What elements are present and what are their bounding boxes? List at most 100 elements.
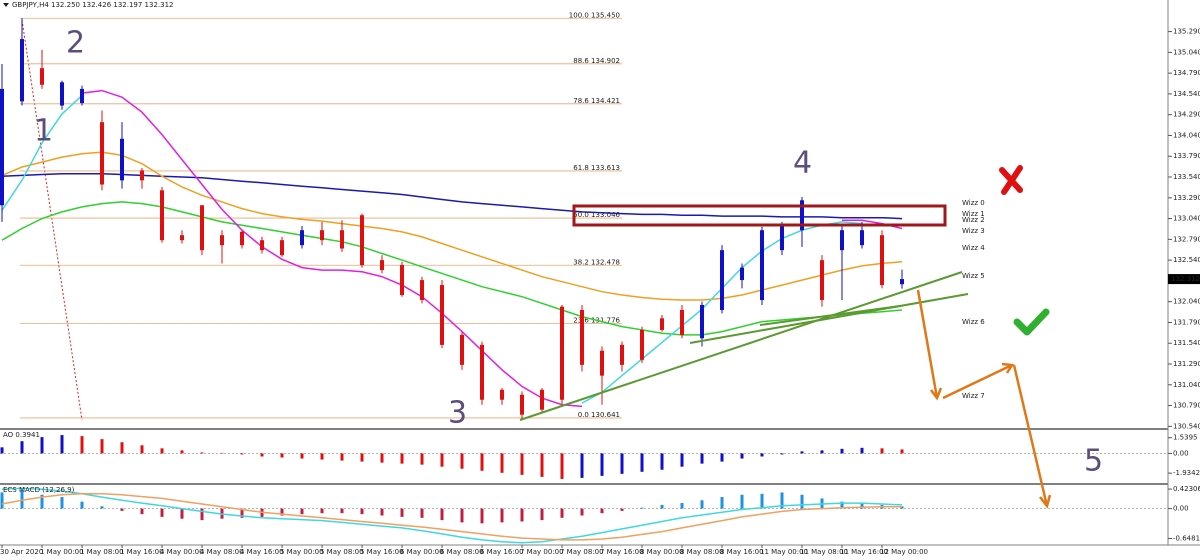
y-tick-label: 135.040 [1173, 48, 1200, 56]
x-tick-label: 7 May 00:00 [520, 548, 564, 556]
candle-body [20, 39, 24, 102]
candle-body [440, 285, 444, 345]
fib-label: 0.0 130.641 [578, 411, 620, 419]
y-tick-label: 131.540 [1173, 339, 1200, 347]
candle-body [640, 329, 644, 360]
menu-triangle [3, 3, 9, 7]
histogram-bar [420, 508, 424, 518]
y-tick-label: 134.540 [1173, 90, 1200, 98]
histogram-bar [160, 448, 164, 454]
candle-body [780, 225, 784, 251]
histogram-bar [320, 453, 324, 460]
histogram-bar [860, 503, 864, 509]
wave-label: 5 [1084, 444, 1103, 479]
y-tick-label: 132.040 [1173, 298, 1200, 306]
histogram-bar [560, 453, 564, 479]
projection-arrows [916, 289, 1052, 509]
histogram-bar [300, 453, 304, 459]
y-tick-label: 134.790 [1173, 69, 1200, 77]
histogram-bar [420, 453, 424, 465]
histogram-bar [800, 494, 804, 509]
fib-label: 61.8 133.613 [573, 164, 620, 172]
histogram-bar [280, 453, 284, 458]
wizz-label: Wizz 1 [962, 210, 985, 218]
x-tick-label: 5 May 16:00 [360, 548, 404, 556]
histogram-bar [620, 508, 624, 511]
histogram-bar [540, 508, 544, 521]
y-tick-label: 133.290 [1173, 194, 1200, 202]
candle-body [80, 88, 84, 104]
histogram-bar [80, 501, 84, 509]
histogram-bar [520, 453, 524, 475]
y-tick-label: -1.9342 [1173, 469, 1200, 477]
wizz-label: Wizz 6 [962, 318, 985, 326]
x-tick-label: 4 May 00:00 [160, 548, 204, 556]
pane-title: ECS MACD (12,26,9) [3, 486, 75, 494]
histogram-bar [700, 453, 704, 464]
x-tick-label: 1 May 00:00 [40, 548, 84, 556]
fib-label: 88.6 134.902 [573, 57, 620, 65]
candle-body [840, 230, 844, 251]
histogram-bar [480, 508, 484, 524]
fib-label: 78.6 134.421 [573, 97, 620, 105]
fib-trend-line [21, 19, 83, 421]
candle-body [40, 68, 44, 85]
arrow [1012, 364, 1049, 507]
candle-body [260, 240, 264, 251]
candle-body [340, 230, 344, 249]
price-box [1168, 274, 1200, 285]
x-tick-label: 7 May 16:00 [600, 548, 644, 556]
y-tick-label: 1.5395 [1173, 434, 1198, 442]
histogram-bar [280, 508, 284, 516]
candle-body [200, 205, 204, 251]
histogram-bar [60, 497, 64, 509]
check-icon [1013, 308, 1050, 336]
candle-body [680, 309, 684, 335]
histogram-bar [40, 494, 44, 509]
candle-body [460, 334, 464, 365]
indicator-line [1, 172, 903, 220]
x-tick-label: 6 May 00:00 [400, 548, 444, 556]
candle-body [660, 318, 664, 330]
histogram-bar [600, 453, 604, 476]
histogram-bar [240, 453, 244, 455]
histogram-bar [700, 500, 704, 509]
y-tick-label: 132.540 [1173, 256, 1200, 264]
histogram-bar [480, 453, 484, 471]
x-tick-label: 11 May 00:00 [760, 548, 808, 556]
histogram-bar [720, 497, 724, 509]
y-tick-label: 131.040 [1173, 381, 1200, 389]
histogram-bar [740, 453, 744, 459]
histogram-bar [580, 453, 584, 478]
y-tick-label: 133.790 [1173, 152, 1200, 160]
chart-title: GBPJPY,H4 132.250 132.426 132.197 132.31… [12, 1, 174, 9]
histogram-bar [460, 453, 464, 469]
wizz-label: Wizz 0 [962, 199, 985, 207]
histogram-bar [20, 441, 24, 454]
histogram-bar [500, 453, 504, 473]
histogram-bar [720, 453, 724, 462]
histogram-bar [440, 453, 444, 467]
candle-body [300, 230, 304, 246]
histogram-bar [60, 435, 64, 454]
y-tick-label: 131.790 [1173, 318, 1200, 326]
histogram-bar [540, 453, 544, 477]
x-tick-label: 8 May 16:00 [720, 548, 764, 556]
candle-body [120, 138, 124, 181]
candle-body [700, 305, 704, 339]
candle-body [180, 235, 184, 241]
candle-body [740, 267, 744, 281]
fib-label: 100.0 135.450 [569, 11, 620, 19]
candle-body [420, 280, 424, 301]
histogram-bar [820, 450, 824, 454]
candle-body [620, 344, 624, 365]
histogram-bar [900, 449, 904, 454]
y-tick-label: 135.290 [1173, 28, 1200, 36]
wizz-label: Wizz 2 [962, 216, 985, 224]
histogram-bar [140, 508, 144, 515]
histogram-bar [660, 453, 664, 470]
candle-body [220, 235, 224, 246]
candle-body [820, 260, 824, 301]
x-tick-label: 30 Apr 2020 [0, 548, 43, 556]
